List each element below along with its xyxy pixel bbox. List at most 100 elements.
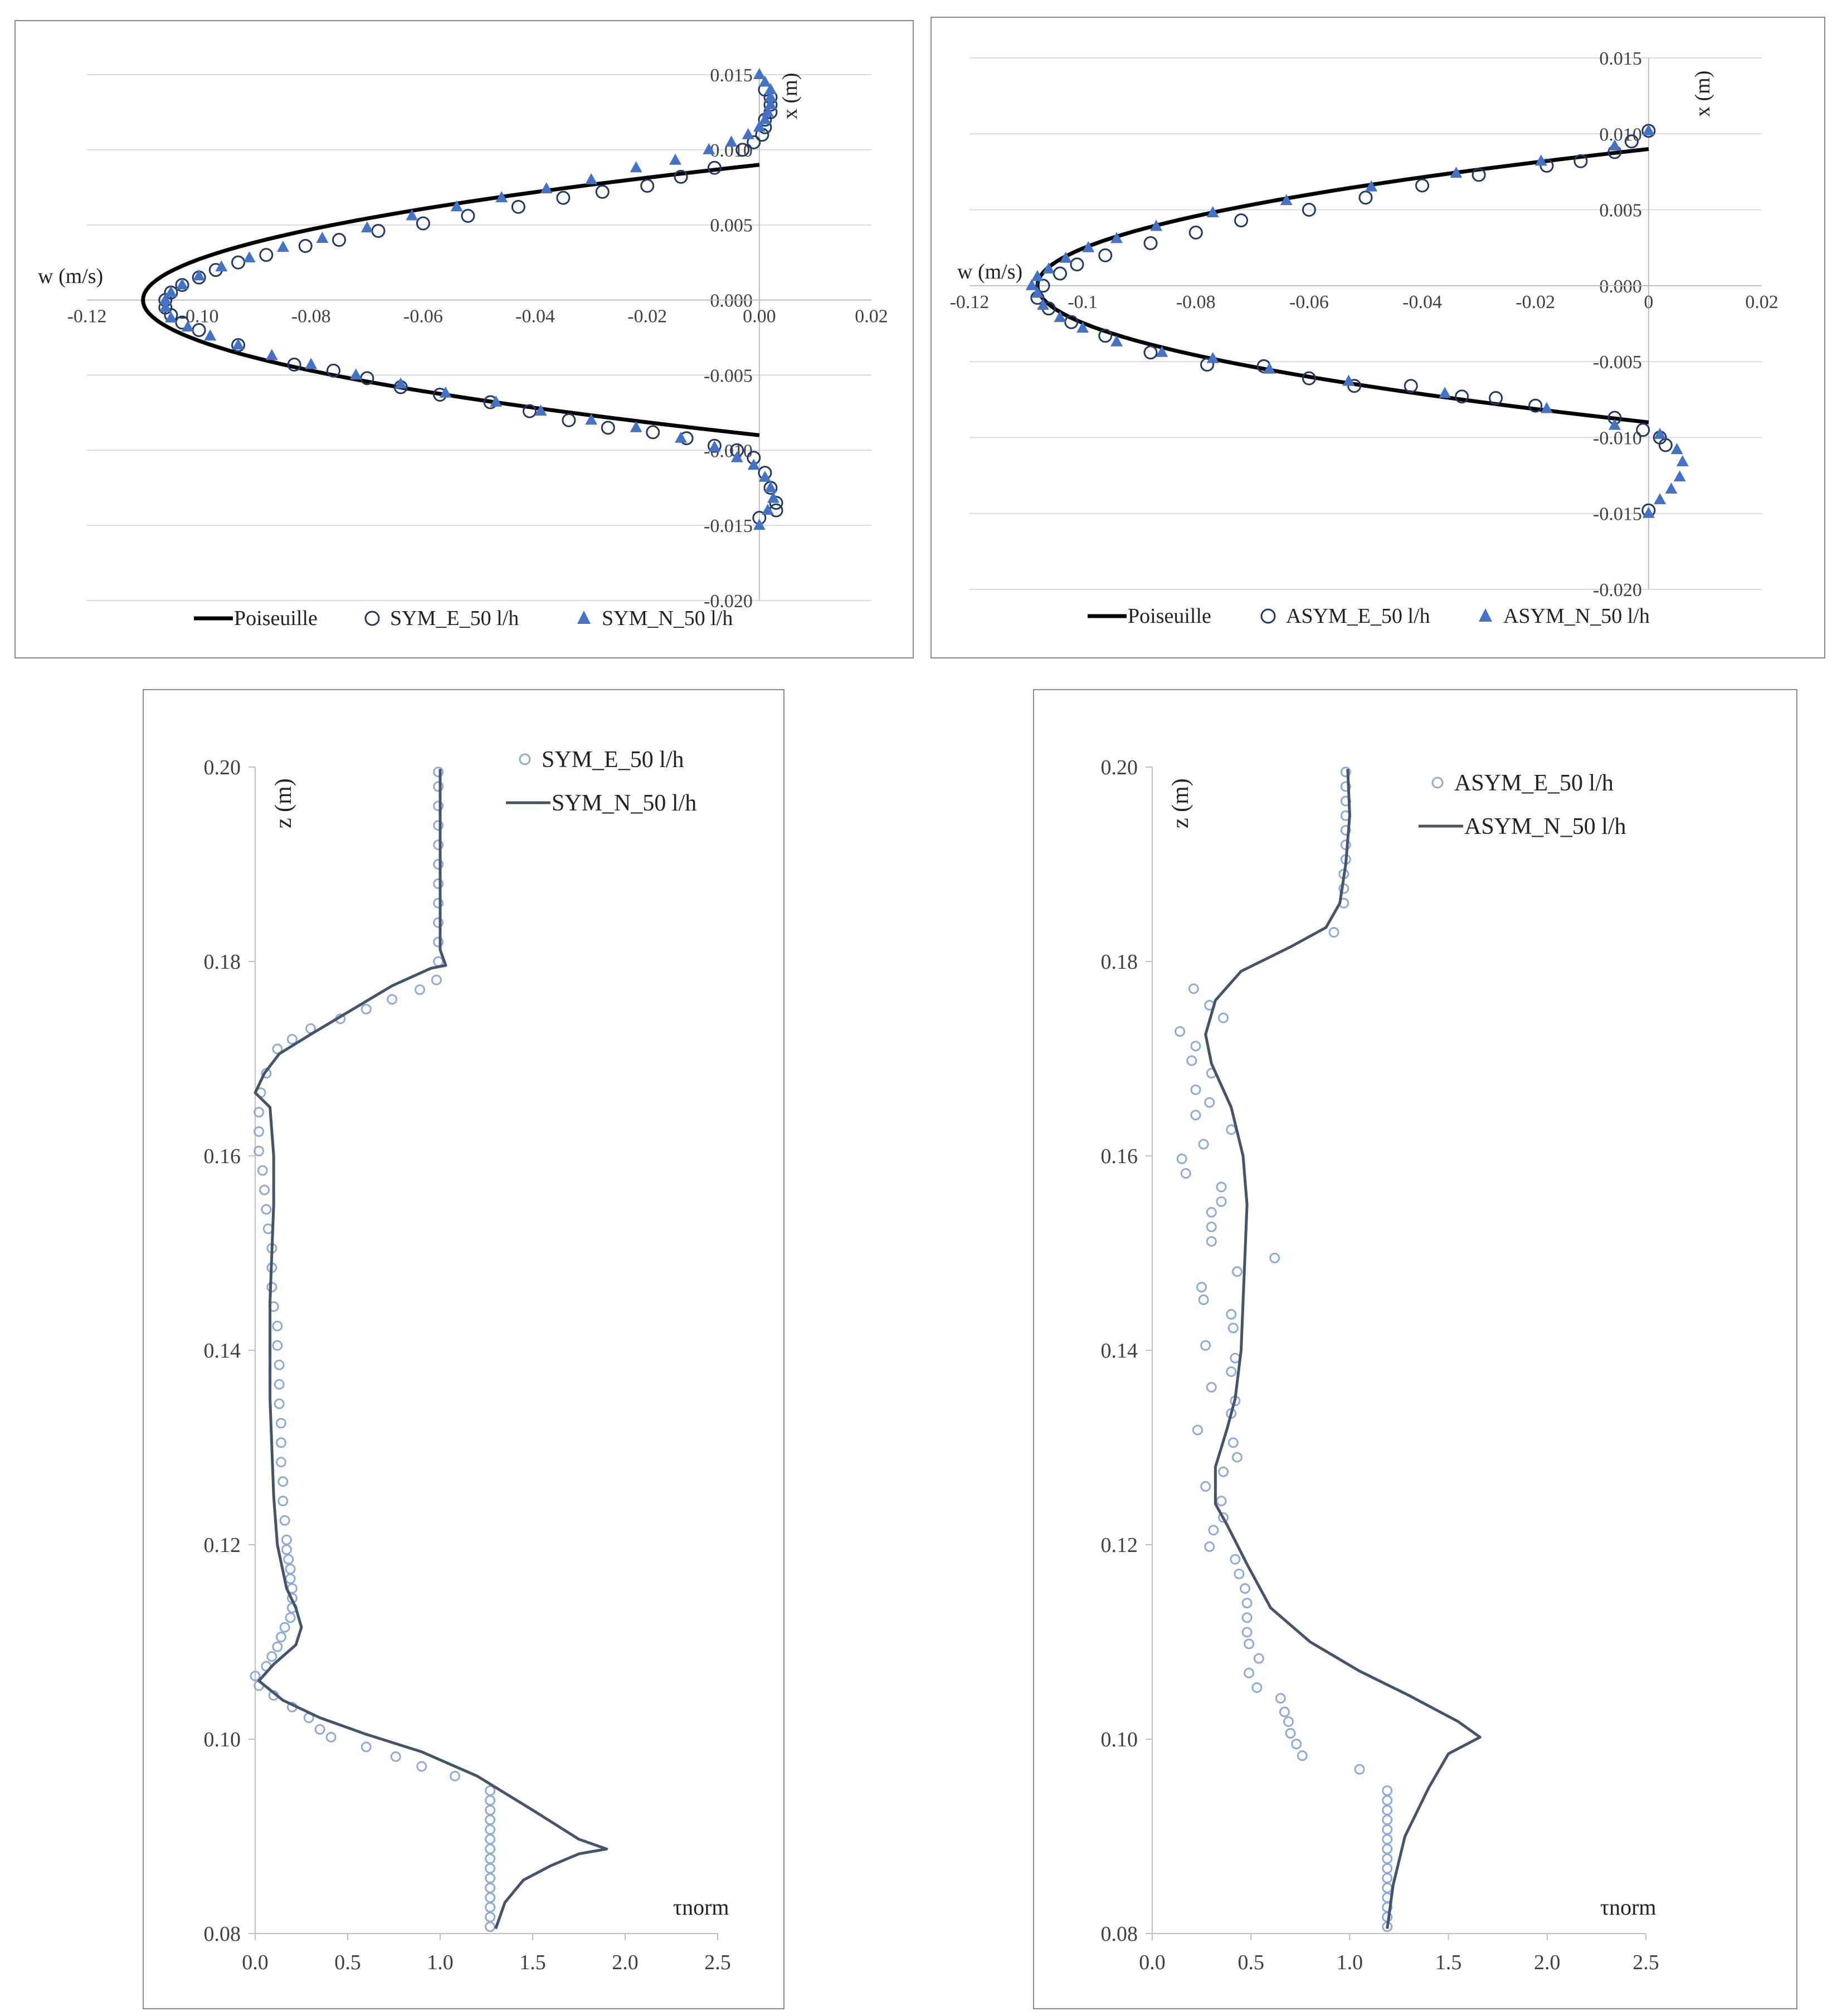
data-point-experimental xyxy=(274,1398,285,1409)
x-tick-label: 1.0 xyxy=(427,1951,454,1974)
data-point-experimental xyxy=(485,1843,496,1854)
legend-experimental-swatch xyxy=(1260,608,1276,624)
data-point-experimental xyxy=(360,1004,372,1015)
x-tick-label: -0.12 xyxy=(67,306,107,327)
data-point-numerical xyxy=(767,491,779,503)
data-point-experimental xyxy=(1206,1236,1217,1247)
data-point-experimental xyxy=(325,1732,337,1743)
data-point-experimental xyxy=(261,1204,272,1215)
data-point-experimental xyxy=(1234,1568,1245,1579)
y-tick-label: 0.000 xyxy=(1599,276,1642,297)
data-point-experimental xyxy=(277,1495,289,1506)
data-point-numerical xyxy=(1654,427,1667,439)
data-point-numerical xyxy=(753,120,766,132)
data-point-numerical xyxy=(204,329,217,341)
data-point-experimental xyxy=(272,1340,283,1351)
data-point-experimental xyxy=(511,199,525,214)
data-point-experimental xyxy=(1455,389,1469,404)
data-point-numerical xyxy=(534,404,547,416)
data-point-numerical xyxy=(1676,455,1689,467)
data-point-numerical xyxy=(182,320,194,332)
data-point-numerical xyxy=(316,231,329,243)
numerical-curve xyxy=(1204,769,1482,1929)
y-tick-label: 0.005 xyxy=(1599,201,1642,221)
data-point-experimental xyxy=(707,438,722,453)
data-point-numerical xyxy=(1439,387,1451,398)
data-point-experimental xyxy=(1382,1882,1393,1893)
x-tick-label: -0.06 xyxy=(403,306,443,327)
legend-label: SYM_E_50 l/h xyxy=(542,747,684,773)
data-point-experimental xyxy=(1188,983,1199,994)
legend-experimental-swatch xyxy=(519,753,531,765)
data-point-experimental xyxy=(286,1034,298,1045)
y-tick-label: 0.16 xyxy=(1101,1145,1138,1168)
data-point-experimental xyxy=(747,135,761,149)
data-point-experimental xyxy=(1240,1583,1251,1594)
y-tick-label: 0.08 xyxy=(1101,1922,1138,1946)
data-point-experimental xyxy=(485,1921,496,1932)
data-point-numerical xyxy=(277,241,289,252)
data-point-numerical xyxy=(215,260,228,272)
chart-asym-shear: 0.20 0.18 0.16 0.14 0.12 0.10 0.080.0 0.5 1.0 1.5… xyxy=(1101,756,1659,1974)
y-tick-label: -0.005 xyxy=(1593,352,1642,373)
legend-label: ASYM_N_50 l/h xyxy=(1503,604,1650,628)
data-point-numerical xyxy=(703,143,715,154)
data-point-numerical xyxy=(243,251,256,263)
data-point-experimental xyxy=(272,1043,283,1055)
data-point-numerical xyxy=(450,200,463,212)
x-tick-label: 1.5 xyxy=(1435,1951,1462,1974)
x-tick-label: 0.0 xyxy=(1139,1951,1166,1974)
data-point-experimental xyxy=(1216,1182,1227,1193)
data-point-numerical xyxy=(1156,345,1168,357)
data-point-numerical xyxy=(1263,362,1276,374)
data-point-experimental xyxy=(1244,1667,1255,1678)
data-point-experimental xyxy=(1230,1353,1241,1364)
data-point-experimental xyxy=(601,421,615,435)
data-point-numerical xyxy=(725,135,738,147)
data-point-experimental xyxy=(485,1902,496,1913)
y-tick-label: -0.015 xyxy=(1593,504,1642,525)
data-point-experimental xyxy=(1216,1495,1227,1506)
data-point-experimental xyxy=(1291,1739,1302,1750)
data-point-experimental xyxy=(433,820,444,831)
y-tick-label: 0.16 xyxy=(204,1145,241,1168)
data-point-experimental xyxy=(1176,1153,1187,1164)
data-point-experimental xyxy=(1231,1266,1242,1277)
x-tick-label: -0.02 xyxy=(627,306,667,327)
y-axis-title: z (m) xyxy=(1168,778,1193,828)
data-point-experimental xyxy=(433,859,444,870)
data-point-numerical xyxy=(1206,352,1219,363)
data-point-experimental xyxy=(433,767,444,778)
y-tick-label: -0.005 xyxy=(704,365,753,386)
data-point-experimental xyxy=(1382,1853,1393,1864)
data-point-numerical xyxy=(1280,194,1293,206)
data-point-experimental xyxy=(1204,1097,1215,1108)
y-tick-label: 0.12 xyxy=(204,1534,241,1557)
data-point-experimental xyxy=(371,224,386,238)
data-point-numerical xyxy=(585,413,598,425)
x-tick-label: 0.02 xyxy=(855,306,888,327)
data-point-experimental xyxy=(390,1751,401,1762)
data-point-numerical xyxy=(1665,482,1678,494)
data-point-experimental xyxy=(556,191,571,205)
legend-label: Poiseuille xyxy=(1128,604,1211,628)
poiseuille-curve xyxy=(141,163,760,437)
y-tick-label: 0.005 xyxy=(710,216,753,236)
x-tick-label: 2.0 xyxy=(1534,1951,1561,1974)
data-point-numerical xyxy=(1342,374,1355,386)
legend-label: ASYM_N_50 l/h xyxy=(1464,814,1626,839)
data-point-numerical xyxy=(1206,206,1219,218)
data-point-numerical xyxy=(708,440,721,452)
data-point-experimental xyxy=(272,1320,283,1331)
data-point-experimental xyxy=(1190,1084,1201,1095)
x-tick-label: 2.5 xyxy=(1633,1951,1659,1974)
y-tick-label: 0.20 xyxy=(1101,756,1138,779)
data-point-numerical xyxy=(1673,470,1686,482)
data-point-numerical xyxy=(585,173,598,184)
data-point-numerical xyxy=(1608,418,1621,430)
data-point-numerical xyxy=(1042,262,1055,274)
data-point-numerical xyxy=(1608,139,1621,151)
chart-panel-sym-velocity: 0.015 0.010 0.005 0.000 -0.005 -0.010 -0.015 -0… xyxy=(14,20,914,658)
data-point-experimental xyxy=(1382,1804,1393,1815)
data-point-experimental xyxy=(1340,824,1351,836)
